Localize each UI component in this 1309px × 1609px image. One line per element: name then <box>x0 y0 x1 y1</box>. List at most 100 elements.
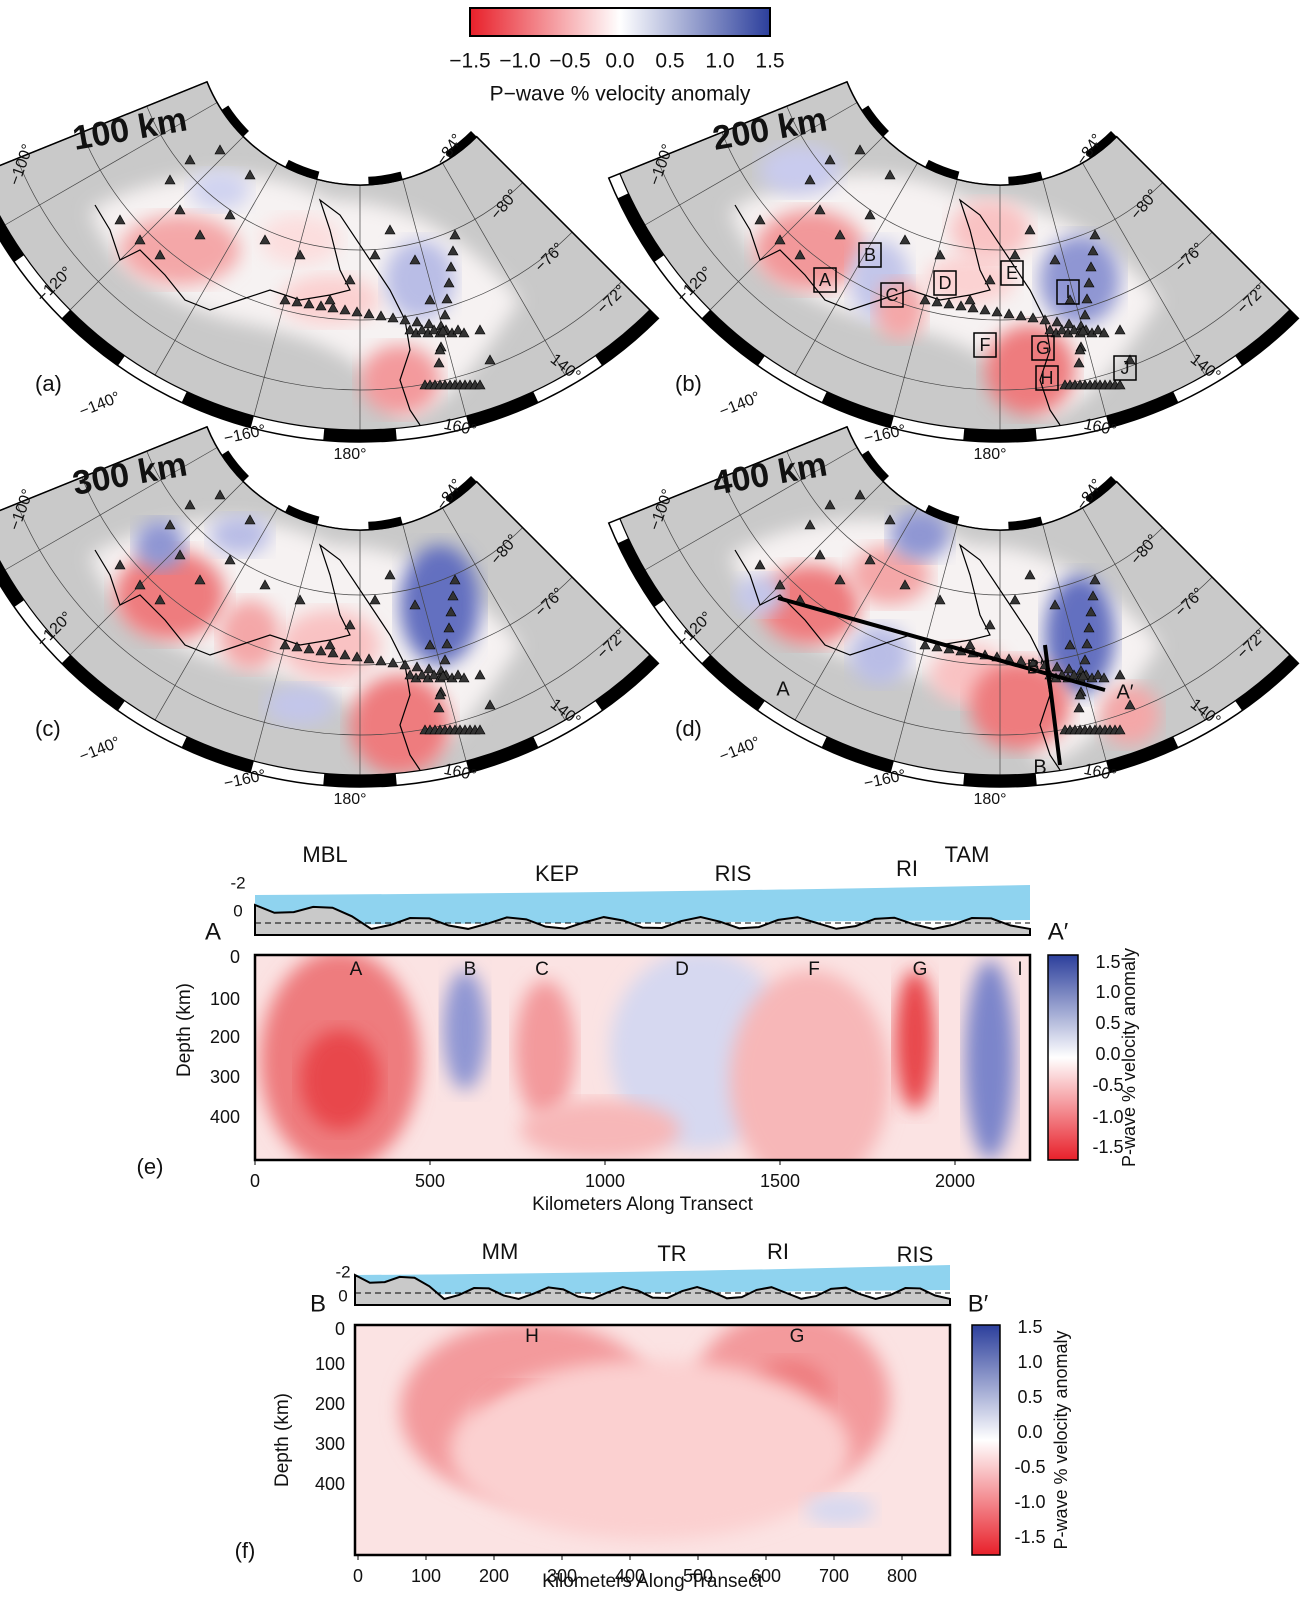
seismic-station <box>279 294 291 305</box>
frame-segment <box>1085 476 1117 504</box>
frame-segment <box>963 428 1037 443</box>
seismic-station <box>154 594 166 605</box>
latitude-line <box>721 477 1213 666</box>
seismic-station <box>774 234 786 245</box>
anomaly-contour <box>450 1360 850 1540</box>
seismic-station <box>474 669 486 680</box>
seismic-station <box>423 663 435 674</box>
longitude-line <box>644 447 858 571</box>
anomaly-blob <box>265 685 335 725</box>
colorbar-tick-label: -0.5 <box>1014 1457 1045 1477</box>
seismic-station <box>804 519 816 530</box>
anomaly-blob <box>1045 575 1115 695</box>
seismic-station <box>303 643 315 654</box>
longitude-line <box>1082 507 1206 721</box>
seismic-station <box>174 204 186 215</box>
frame-segment <box>617 193 665 263</box>
seismic-station <box>1114 669 1126 680</box>
seismic-station <box>416 324 428 335</box>
seismic-station <box>214 489 226 500</box>
seismic-station <box>484 699 496 710</box>
longitude-label: 160° <box>1082 416 1118 440</box>
latitude-line <box>81 477 573 666</box>
seismic-station <box>991 306 1003 317</box>
longitude-label: −160° <box>862 422 907 447</box>
seismic-station <box>1068 669 1080 680</box>
seismic-station <box>1114 324 1126 335</box>
anomaly-contour <box>443 970 487 1090</box>
anomaly-blob <box>760 145 840 195</box>
anomaly-box <box>933 270 957 296</box>
colorbar-tick-label: 0.0 <box>605 50 634 73</box>
frame-segment <box>925 504 960 525</box>
coastline <box>94 198 421 426</box>
seismic-station <box>439 309 451 320</box>
seismic-station <box>834 574 846 585</box>
seismic-station <box>854 489 866 500</box>
colorbar-label: P-wave % velocity anomaly <box>1051 1330 1071 1549</box>
anomaly-contour <box>730 970 890 1160</box>
seismic-station <box>423 318 435 329</box>
anomaly-label: F <box>808 959 820 980</box>
frame-segment <box>595 309 659 366</box>
frame-segment <box>368 171 403 185</box>
colorbar-tick-label: 1.0 <box>1017 1352 1042 1372</box>
anomaly-field <box>260 955 1015 1160</box>
frame-segment <box>1106 391 1179 428</box>
colorbar-tick-label: 0.5 <box>1095 1013 1120 1033</box>
frame-segment <box>1106 736 1179 773</box>
anomaly-label: D <box>675 959 689 980</box>
anomaly-box <box>1056 279 1080 305</box>
seismic-station <box>433 357 445 368</box>
y-tick-label: 200 <box>315 1394 345 1414</box>
colorbar-tick-label: -0.5 <box>1092 1075 1123 1095</box>
y-tick-label: 200 <box>210 1027 240 1047</box>
seismic-station <box>443 622 455 633</box>
seismic-station <box>259 579 271 590</box>
seismic-station <box>1079 309 1091 320</box>
anomaly-blob <box>970 660 1070 750</box>
longitude-label: −140° <box>77 734 123 766</box>
transect-end-label: B <box>310 1290 326 1317</box>
seismic-station <box>984 619 996 630</box>
seismic-station <box>437 325 449 336</box>
longitude-label: 160° <box>442 416 478 440</box>
map-panel: 400 km(d)−100°−120°−140°−160°180°160°140… <box>607 425 1300 808</box>
longitude-line <box>644 102 858 226</box>
elevation-tick-label: 0 <box>233 901 242 920</box>
seismic-station <box>447 245 459 256</box>
seismic-station <box>441 293 453 304</box>
seismic-station <box>291 641 303 652</box>
colorbar-tick-label: 1.0 <box>705 50 734 73</box>
topo-label: RI <box>896 856 918 881</box>
seismic-station <box>439 654 451 665</box>
seismic-station <box>416 669 428 680</box>
seismic-station <box>434 344 446 355</box>
seismic-station <box>1092 669 1104 680</box>
anomaly-label: H <box>525 1326 539 1347</box>
seismic-station <box>363 308 375 319</box>
anomaly-box-label: A <box>819 270 831 290</box>
seismic-station <box>428 324 440 335</box>
seismic-station <box>315 300 327 311</box>
anomaly-box <box>973 332 997 358</box>
topo-label: TAM <box>945 842 990 867</box>
topo-label: MM <box>482 1239 519 1264</box>
seismic-station <box>1081 293 1093 304</box>
seismic-station <box>1027 657 1039 668</box>
transect-end-label: A′ <box>1048 918 1069 945</box>
panel-label: (a) <box>35 371 62 396</box>
anomaly-contour <box>515 980 575 1120</box>
seismic-station <box>1051 661 1063 672</box>
seismic-station <box>433 702 445 713</box>
frame-segment <box>181 391 254 428</box>
anomaly-box-label: D <box>939 273 952 293</box>
transect-line <box>1043 644 1062 766</box>
frame-segment <box>821 736 894 773</box>
seismic-station <box>404 669 416 680</box>
seismic-station <box>1092 324 1104 335</box>
x-tick-label: 700 <box>819 1566 849 1586</box>
longitude-line <box>69 481 244 656</box>
seismic-station <box>339 304 351 315</box>
topo-label: RIS <box>715 861 752 886</box>
